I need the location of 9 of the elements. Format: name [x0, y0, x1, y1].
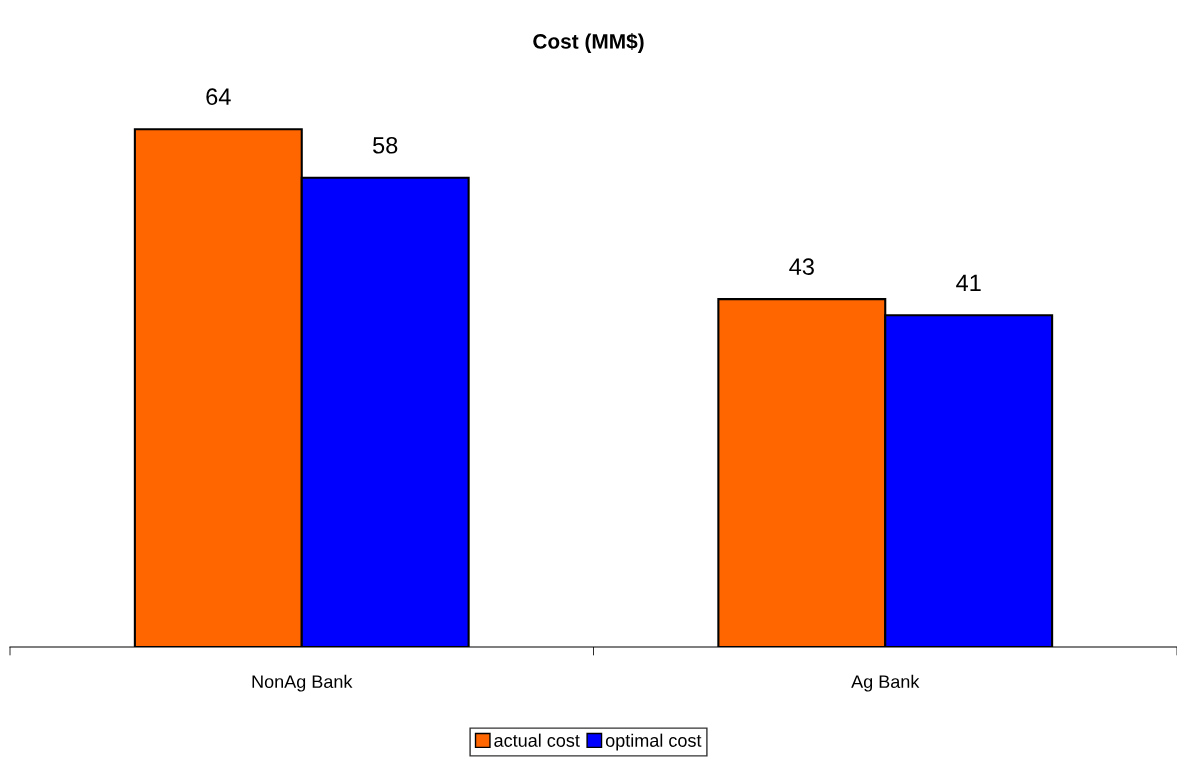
- legend-label: optimal cost: [605, 733, 702, 751]
- x-tick-label: NonAg Bank: [252, 674, 353, 692]
- data-label: 43: [789, 258, 814, 275]
- data-label: 58: [373, 136, 398, 154]
- data-label: 41: [956, 274, 981, 291]
- chart-title: Cost (MM$): [533, 33, 644, 53]
- legend-label: actual cost: [494, 733, 580, 747]
- x-tick-label: Ag Bank: [851, 674, 920, 692]
- data-label: 64: [206, 88, 231, 106]
